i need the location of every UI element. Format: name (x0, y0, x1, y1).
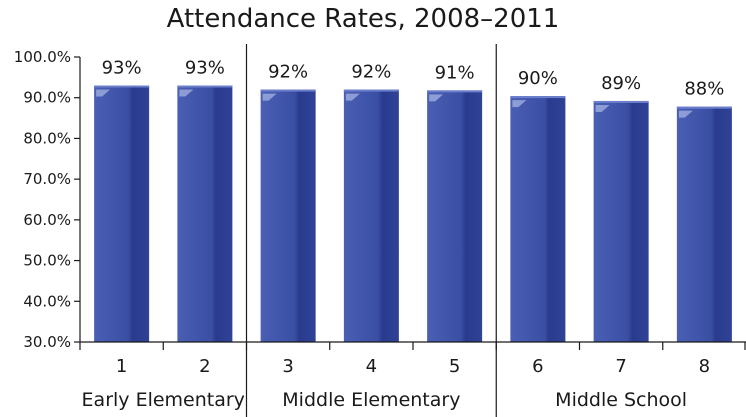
data-label: 93% (185, 58, 225, 79)
y-tick-label: 60.0% (23, 211, 71, 229)
data-label: 89% (601, 73, 641, 94)
y-tick-label: 70.0% (23, 170, 71, 188)
bar-top-highlight (676, 106, 732, 109)
bar (343, 89, 399, 342)
bar-group: 88% (676, 79, 732, 343)
x-tick-label: 8 (699, 356, 710, 377)
y-tick-label: 90.0% (23, 89, 71, 107)
bar (427, 90, 483, 342)
bar (260, 89, 316, 342)
bar (593, 100, 649, 342)
x-tick-label: 3 (282, 356, 293, 377)
y-tick-label: 30.0% (23, 333, 71, 351)
bar-top-highlight (593, 100, 649, 103)
x-tick-label: 1 (116, 356, 127, 377)
group-label: Early Elementary (82, 389, 245, 411)
bar-sheen (345, 93, 360, 101)
bar-group: 93% (177, 58, 233, 342)
bar-top-highlight (427, 90, 483, 93)
bar-group: 89% (593, 73, 649, 342)
bar-top-highlight (510, 96, 566, 99)
bar-sheen (96, 89, 111, 97)
bar-top-highlight (343, 89, 399, 92)
y-tick-label: 100.0% (14, 48, 71, 66)
bar-sheen (512, 100, 527, 108)
y-tick-label: 80.0% (23, 129, 71, 147)
bar-sheen (179, 89, 194, 97)
data-label: 92% (268, 62, 308, 83)
x-axis: 1 2 3 4 5 6 7 8 Early Elementary Middle Elementar… (79, 44, 746, 417)
x-tick-label: 6 (532, 356, 543, 377)
bar-sheen (678, 110, 693, 118)
y-axis: 30.0% 40.0% 50.0% 60.0% 70.0% 80.0% 90.0% 100.0… (14, 48, 81, 351)
x-tick-label: 5 (449, 356, 460, 377)
bar-top-highlight (260, 89, 316, 92)
group-label: Middle School (555, 389, 687, 411)
bar (177, 85, 233, 342)
data-label: 92% (351, 62, 391, 83)
x-tick-label: 7 (615, 356, 626, 377)
bar-sheen (595, 104, 610, 112)
x-tick-label: 4 (366, 356, 377, 377)
y-tick-label: 50.0% (23, 252, 71, 270)
data-label: 88% (684, 79, 724, 100)
bar (510, 96, 566, 342)
bar-group: 91% (427, 62, 483, 342)
bar (94, 85, 150, 342)
bar-top-highlight (177, 85, 233, 88)
data-label: 91% (435, 62, 475, 83)
y-tick-label: 40.0% (23, 292, 71, 310)
bar-group: 92% (260, 62, 316, 342)
bars: 93% 93% 92% 92% 91% 90% 89% 88% (94, 58, 732, 343)
group-label: Middle Elementary (282, 389, 460, 411)
bar-sheen (429, 94, 444, 102)
bar-group: 92% (343, 62, 399, 342)
data-label: 93% (102, 58, 142, 79)
bar-group: 90% (510, 68, 566, 342)
bar-sheen (262, 93, 277, 101)
data-label: 90% (518, 68, 558, 89)
bar (676, 106, 732, 343)
bar-group: 93% (94, 58, 150, 342)
chart-title: Attendance Rates, 2008–2011 (167, 4, 560, 34)
x-tick-label: 2 (199, 356, 210, 377)
bar-top-highlight (94, 85, 150, 88)
